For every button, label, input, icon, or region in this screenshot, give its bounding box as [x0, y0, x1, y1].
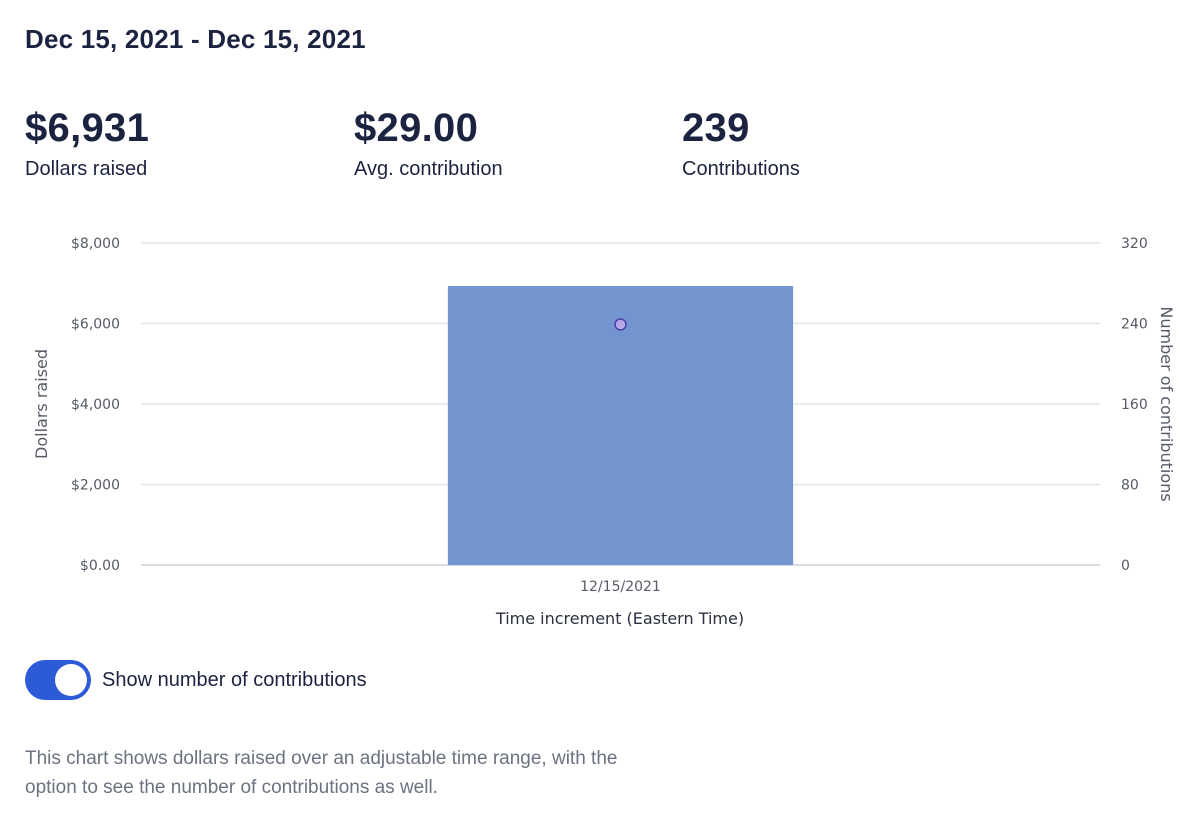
stat-value: $6,931	[25, 106, 150, 150]
dollars-raised-chart: $0.00 $2,000 $4,000 $6,000 $8,000 0 80 160 240 3…	[32, 236, 1176, 628]
date-range-title: Dec 15, 2021 - Dec 15, 2021	[25, 24, 366, 54]
y2-tick-label: 160	[1121, 397, 1148, 413]
y2-tick-label: 80	[1121, 478, 1139, 494]
y-axis-label: Dollars raised	[32, 349, 51, 459]
stat-label: Contributions	[682, 158, 800, 180]
y2-tick-label: 0	[1121, 558, 1130, 574]
y-tick-label: $8,000	[71, 236, 120, 252]
bar-dollars-raised[interactable]	[447, 286, 794, 565]
y-tick-label: $4,000	[71, 397, 120, 413]
toggle-knob	[55, 664, 87, 696]
y-tick-label: $2,000	[71, 478, 120, 494]
chart-description: This chart shows dollars raised over an …	[25, 748, 618, 798]
stat-value: 239	[682, 106, 750, 150]
y2-axis-ticks: 0 80 160 240 320	[1121, 236, 1148, 574]
bars	[447, 286, 794, 565]
y2-axis-label: Number of contributions	[1157, 306, 1176, 501]
y-tick-label: $0.00	[80, 558, 120, 574]
x-tick-label: 12/15/2021	[580, 579, 661, 595]
y-axis-ticks: $0.00 $2,000 $4,000 $6,000 $8,000	[71, 236, 120, 574]
y2-tick-label: 320	[1121, 236, 1148, 252]
points	[614, 318, 627, 331]
y2-tick-label: 240	[1121, 317, 1148, 333]
show-contributions-label[interactable]: Show number of contributions	[102, 668, 367, 691]
point-contributions[interactable]	[614, 318, 627, 331]
y-tick-label: $6,000	[71, 317, 120, 333]
stat-value: $29.00	[354, 106, 479, 150]
stat-avg-contribution: $29.00 Avg. contribution	[354, 104, 503, 181]
stat-label: Dollars raised	[25, 158, 148, 180]
stat-label: Avg. contribution	[354, 158, 503, 180]
stat-dollars-raised: $6,931 Dollars raised	[25, 104, 149, 181]
x-axis-label: Time increment (Eastern Time)	[495, 609, 744, 628]
stat-contributions: 239 Contributions	[682, 104, 800, 181]
show-contributions-row: Show number of contributions	[25, 660, 367, 700]
x-axis-ticks: 12/15/2021	[580, 579, 661, 595]
show-contributions-toggle[interactable]	[25, 660, 91, 700]
